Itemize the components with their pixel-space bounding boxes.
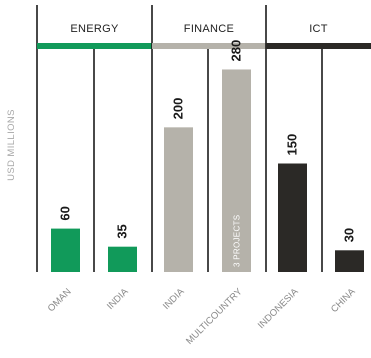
category-label-energy-india: INDIA xyxy=(105,286,131,312)
group-stripe-ict xyxy=(266,43,371,49)
bar-energy-oman xyxy=(51,228,80,272)
category-label-ict-indonesia: INDONESIA xyxy=(256,286,301,331)
category-label-ict-china: CHINA xyxy=(329,286,358,315)
bar-finance-india xyxy=(164,127,193,272)
category-label-finance-india: INDIA xyxy=(161,286,187,312)
value-label-ict-china: 30 xyxy=(342,228,357,242)
bar-finance-multicountry xyxy=(222,69,251,272)
category-label-energy-oman: OMAN xyxy=(46,286,74,314)
sector-label-finance: FINANCE xyxy=(184,23,234,35)
value-label-finance-multicountry: 280 xyxy=(229,40,244,62)
bar-energy-india xyxy=(108,246,137,272)
value-label-ict-indonesia: 150 xyxy=(285,134,300,156)
bar-ict-china xyxy=(335,250,364,272)
value-label-energy-india: 35 xyxy=(115,224,130,238)
y-axis-label: USD MILLIONS xyxy=(6,109,17,181)
bar-ict-indonesia xyxy=(278,163,307,272)
group-stripe-energy xyxy=(37,43,152,49)
sector-label-ict: ICT xyxy=(309,23,328,35)
bar-annotation-0: 3 PROJECTS xyxy=(233,215,242,267)
group-stripe-finance xyxy=(152,43,266,49)
category-label-finance-multicountry: MULTICOUNTRY xyxy=(184,286,245,347)
value-label-finance-india: 200 xyxy=(171,98,186,120)
value-label-energy-oman: 60 xyxy=(58,206,73,220)
sector-label-energy: ENERGY xyxy=(70,23,119,35)
